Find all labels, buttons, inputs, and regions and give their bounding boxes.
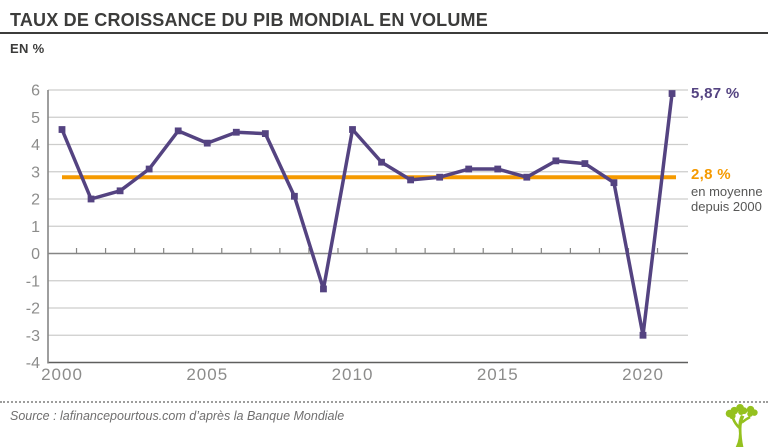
x-tick-label: 2000	[41, 365, 83, 384]
y-tick-label: -2	[26, 301, 40, 318]
data-point-marker	[291, 192, 298, 200]
x-tick-label: 2005	[186, 365, 228, 384]
source-attribution: Source : lafinancepourtous.com d’après l…	[10, 409, 345, 423]
y-tick-label: 1	[31, 219, 40, 236]
data-point-marker	[261, 130, 269, 137]
data-point-marker	[436, 173, 444, 181]
last-value-annotation: 5,87 %	[691, 85, 740, 102]
x-tick-label: 2010	[332, 365, 374, 384]
mean-caption-line1: en moyenne	[691, 184, 763, 199]
data-point-marker	[639, 331, 647, 339]
data-point-marker	[407, 176, 414, 184]
data-point-marker	[523, 173, 531, 181]
data-point-marker	[58, 126, 66, 133]
y-tick-label: 0	[31, 246, 40, 263]
series-line	[60, 91, 674, 337]
data-point-marker	[232, 128, 240, 136]
y-tick-label: -3	[26, 328, 40, 345]
y-tick-label: 5	[31, 110, 40, 127]
data-point-marker	[320, 285, 327, 293]
data-point-marker	[581, 160, 589, 167]
y-tick-label: 6	[31, 83, 40, 100]
y-tick-label: 3	[31, 164, 40, 181]
mean-value-annotation: 2,8 %	[691, 166, 731, 183]
data-point-marker	[174, 127, 182, 135]
data-point-marker	[552, 157, 560, 165]
x-tick-label: 2015	[477, 365, 519, 384]
data-point-marker	[465, 165, 473, 173]
tree-icon	[725, 403, 758, 447]
x-tick-label: 2020	[622, 365, 664, 384]
y-tick-label: -1	[26, 273, 40, 290]
mean-caption-line2: depuis 2000	[691, 199, 762, 214]
data-point-marker	[87, 195, 95, 203]
page-title: TAUX DE CROISSANCE DU PIB MONDIAL EN VOL…	[10, 10, 488, 30]
y-tick-label: 2	[31, 192, 40, 209]
data-point-marker	[203, 139, 211, 147]
y-tick-label: -4	[26, 355, 40, 372]
data-point-marker	[610, 179, 618, 187]
data-point-marker	[668, 90, 676, 97]
title-divider	[0, 32, 768, 34]
data-point-marker	[494, 165, 502, 173]
y-tick-label: 4	[31, 137, 40, 154]
footer-dotted-divider	[0, 401, 768, 403]
mean-caption: en moyenne depuis 2000	[691, 184, 767, 214]
data-point-marker	[349, 126, 356, 133]
data-point-marker	[378, 158, 385, 166]
y-axis-unit-label: EN %	[10, 41, 45, 56]
data-point-marker	[145, 165, 153, 173]
data-point-marker	[116, 187, 124, 195]
